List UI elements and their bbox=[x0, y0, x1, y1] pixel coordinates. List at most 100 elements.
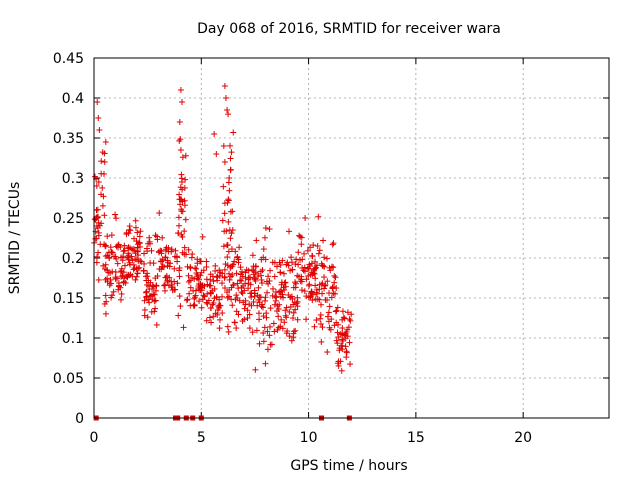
data-point bbox=[172, 247, 179, 254]
data-point bbox=[229, 208, 236, 215]
x-tick-label: 15 bbox=[407, 430, 425, 446]
data-point bbox=[324, 349, 331, 356]
data-point bbox=[301, 250, 308, 257]
data-point bbox=[277, 261, 284, 268]
data-point bbox=[144, 314, 151, 321]
data-point bbox=[246, 311, 253, 318]
data-point bbox=[316, 247, 323, 254]
data-point bbox=[228, 149, 235, 156]
data-point bbox=[326, 289, 333, 296]
data-point bbox=[226, 276, 233, 283]
data-point bbox=[328, 316, 335, 323]
data-point bbox=[101, 300, 108, 307]
data-point bbox=[261, 234, 268, 241]
data-point bbox=[261, 324, 268, 331]
data-point bbox=[312, 258, 319, 265]
data-point bbox=[224, 294, 231, 301]
data-point bbox=[262, 297, 269, 304]
data-point bbox=[221, 210, 228, 217]
data-point bbox=[259, 304, 266, 311]
data-point bbox=[203, 263, 210, 270]
data-point bbox=[146, 238, 153, 245]
data-point bbox=[115, 241, 122, 248]
data-point bbox=[252, 366, 259, 373]
data-point bbox=[324, 278, 331, 285]
data-point bbox=[231, 258, 238, 265]
data-point bbox=[128, 253, 135, 260]
data-point bbox=[224, 254, 231, 261]
data-point bbox=[288, 337, 295, 344]
data-point bbox=[147, 293, 154, 300]
data-point bbox=[311, 270, 318, 277]
data-point bbox=[286, 333, 293, 340]
data-point bbox=[122, 279, 129, 286]
data-point bbox=[346, 316, 353, 323]
data-point bbox=[247, 274, 254, 281]
data-point bbox=[238, 268, 245, 275]
data-point bbox=[101, 212, 108, 219]
data-point bbox=[307, 244, 314, 251]
data-point bbox=[280, 270, 287, 277]
data-point bbox=[320, 237, 327, 244]
data-point bbox=[226, 187, 233, 194]
data-point bbox=[154, 273, 161, 280]
data-point bbox=[260, 338, 267, 345]
data-point bbox=[197, 280, 204, 287]
data-point bbox=[178, 231, 185, 238]
data-point bbox=[102, 243, 109, 250]
data-point bbox=[225, 328, 232, 335]
data-point bbox=[257, 294, 264, 301]
data-point bbox=[176, 191, 183, 198]
data-point bbox=[115, 286, 122, 293]
data-point bbox=[271, 273, 278, 280]
data-point bbox=[130, 266, 137, 273]
data-point bbox=[212, 262, 219, 269]
data-point bbox=[276, 289, 283, 296]
data-point bbox=[161, 282, 168, 289]
data-point bbox=[223, 228, 230, 235]
data-point bbox=[274, 263, 281, 270]
data-point bbox=[182, 176, 189, 183]
data-point bbox=[123, 231, 130, 238]
data-point bbox=[109, 292, 116, 299]
data-point bbox=[262, 225, 269, 232]
data-point bbox=[290, 334, 297, 341]
data-point bbox=[321, 254, 328, 261]
data-point bbox=[220, 183, 227, 190]
data-point bbox=[347, 361, 354, 368]
data-point bbox=[184, 296, 191, 303]
data-point bbox=[224, 241, 231, 248]
data-point bbox=[233, 292, 240, 299]
data-point bbox=[224, 323, 231, 330]
data-point bbox=[193, 270, 200, 277]
data-point bbox=[219, 310, 226, 317]
data-point bbox=[348, 311, 355, 318]
data-point bbox=[282, 312, 289, 319]
data-point bbox=[102, 292, 109, 299]
data-point bbox=[133, 238, 140, 245]
data-point bbox=[247, 290, 254, 297]
data-point bbox=[186, 290, 193, 297]
data-point bbox=[162, 281, 169, 288]
data-point bbox=[129, 257, 136, 264]
data-point bbox=[219, 280, 226, 287]
data-point bbox=[290, 309, 297, 316]
data-point bbox=[292, 327, 299, 334]
data-point bbox=[104, 233, 111, 240]
data-point bbox=[95, 249, 102, 256]
data-point bbox=[245, 285, 252, 292]
data-point bbox=[260, 329, 267, 336]
data-point bbox=[221, 159, 228, 165]
data-point bbox=[344, 309, 351, 316]
data-point bbox=[177, 201, 184, 208]
data-point bbox=[101, 150, 108, 157]
data-point bbox=[324, 313, 331, 320]
data-point bbox=[213, 151, 220, 157]
data-point bbox=[213, 274, 220, 281]
data-point bbox=[295, 249, 302, 256]
data-point bbox=[238, 289, 245, 296]
data-point bbox=[169, 281, 176, 288]
data-point bbox=[323, 255, 330, 262]
data-point bbox=[175, 230, 182, 237]
data-point bbox=[92, 235, 99, 242]
